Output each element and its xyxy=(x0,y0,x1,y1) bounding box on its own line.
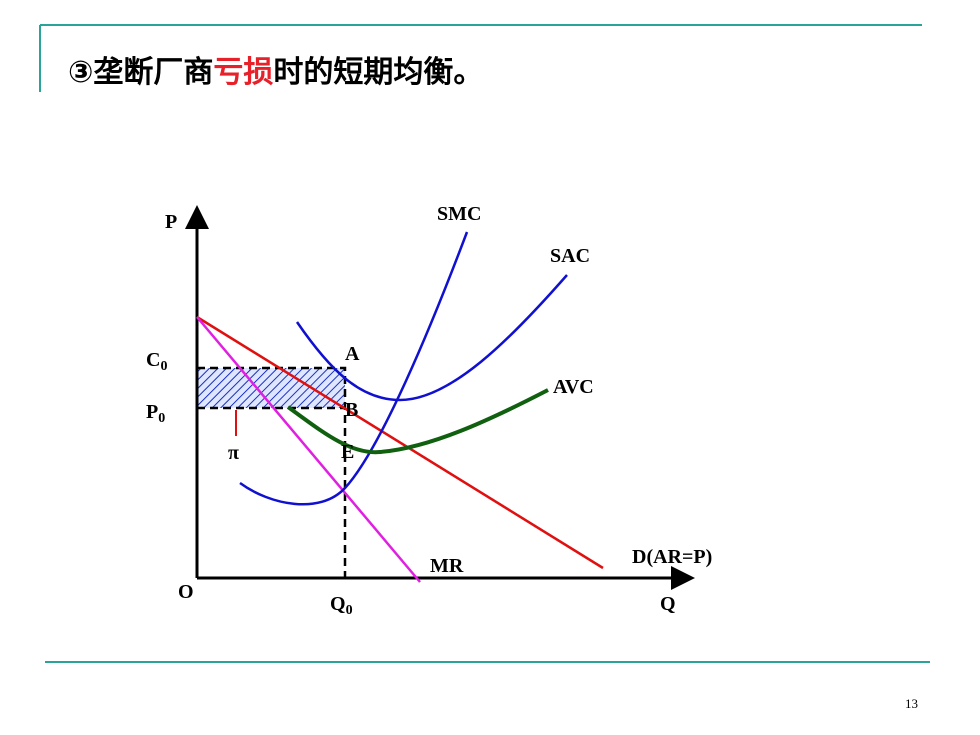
label: D(AR=P) xyxy=(632,546,712,568)
title-highlight: 亏损 xyxy=(213,55,273,90)
label: π xyxy=(228,442,239,464)
title-part: 时的短期均衡。 xyxy=(273,55,483,90)
avc-curve xyxy=(286,388,549,455)
label: Q0 xyxy=(330,593,353,618)
label: P xyxy=(165,211,177,233)
label: SAC xyxy=(550,245,590,267)
label-sub: 0 xyxy=(158,411,165,426)
label: O xyxy=(178,581,194,603)
label: B xyxy=(345,399,358,421)
label-main: Q xyxy=(330,593,346,615)
title-part: ③垄断厂商 xyxy=(68,55,213,90)
label-sub: 0 xyxy=(160,359,167,374)
smc-curve xyxy=(239,231,469,506)
label: A xyxy=(345,343,360,365)
mr-curve xyxy=(196,316,421,583)
label: Q xyxy=(660,593,676,615)
page-number: 13 xyxy=(905,696,918,711)
label: MR xyxy=(430,555,464,577)
label: P0 xyxy=(146,401,165,426)
label-main: C xyxy=(146,349,160,371)
demand-curve xyxy=(196,315,604,570)
sac-curve xyxy=(295,274,568,402)
slide-title: ③垄断厂商亏损时的短期均衡。 xyxy=(68,55,483,90)
label: AVC xyxy=(553,376,594,398)
dashed-guide xyxy=(197,366,347,578)
label: SMC xyxy=(437,203,481,225)
label: C0 xyxy=(146,349,167,374)
label-sub: 0 xyxy=(346,603,353,618)
loss-area xyxy=(197,368,345,408)
label: E xyxy=(341,441,354,463)
label-main: P xyxy=(146,401,158,423)
